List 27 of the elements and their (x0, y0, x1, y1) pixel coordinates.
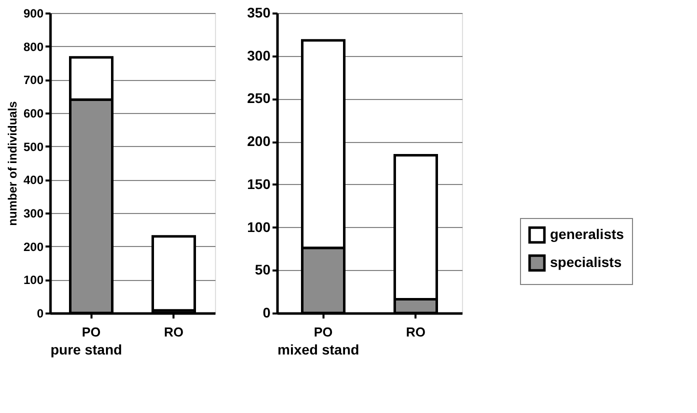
y-tick-label: 100 (247, 218, 271, 235)
y-tick-label: 800 (23, 40, 44, 54)
x-axis-title: mixed stand (278, 342, 360, 358)
y-tick-label: 100 (23, 273, 44, 288)
y-tick-label: 0 (36, 306, 44, 320)
y-tick-label: 200 (23, 240, 44, 254)
x-tick-label: PO (82, 324, 101, 340)
x-tick-label: PO (314, 324, 333, 340)
y-tick-label: 600 (23, 106, 44, 120)
y-axis-title: number of individuals (5, 100, 20, 226)
y-tick-label: 350 (247, 4, 271, 20)
y-tick-label: 700 (23, 73, 44, 88)
x-axis-title: pure stand (50, 342, 122, 358)
y-tick-label: 250 (247, 90, 271, 106)
y-tick-label: 300 (247, 47, 271, 64)
x-tick-label: RO (164, 324, 184, 340)
y-tick-label: 500 (23, 140, 44, 154)
y-tick-label: 200 (247, 133, 271, 150)
y-tick-label: 300 (23, 206, 44, 220)
x-tick-label: RO (406, 324, 426, 340)
y-tick-label: 400 (23, 173, 44, 188)
legend-label: specialists (550, 254, 622, 270)
legend-label: generalists (550, 226, 624, 242)
y-tick-label: 0 (262, 304, 271, 320)
y-tick-label: 50 (254, 262, 271, 278)
y-tick-label: 900 (23, 6, 44, 20)
y-tick-label: 150 (247, 176, 271, 192)
